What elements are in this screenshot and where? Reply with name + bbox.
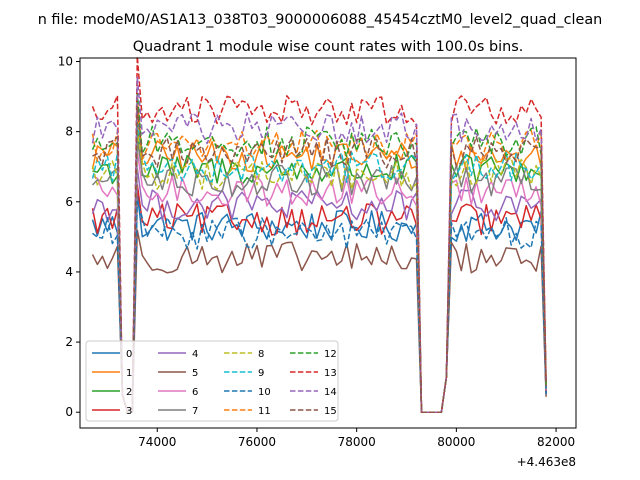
y-tick-label: 0 [65,405,73,419]
legend-label-2: 2 [126,387,132,398]
legend-label-0: 0 [126,349,132,360]
x-offset-label: +4.463e8 [517,455,576,469]
series-line-7 [91,138,547,413]
legend-label-9: 9 [258,368,264,379]
y-tick-label: 4 [65,265,73,279]
series-line-13 [91,55,547,413]
x-tick-label: 80000 [437,435,475,449]
series-line-5 [91,229,547,413]
plot-frame [79,57,577,429]
series-line-6 [92,150,547,413]
x-tick-label: 74000 [138,435,176,449]
series-line-12 [91,92,547,413]
y-tick-label: 10 [58,55,73,69]
y-tick-label: 8 [65,125,73,139]
x-tick-label: 76000 [238,435,276,449]
series-line-11 [91,96,547,413]
plot-lines [91,55,547,413]
series-line-9 [91,121,547,413]
legend-label-4: 4 [192,349,198,360]
legend-box [85,340,339,422]
legend-label-11: 11 [258,406,271,417]
x-tick-label: 82000 [537,435,575,449]
legend-label-13: 13 [324,368,337,379]
series-line-8 [91,130,547,413]
series-line-15 [92,105,547,413]
y-axis: 0 2 4 6 8 10 [58,55,80,419]
legend-label-8: 8 [258,349,264,360]
x-tick-label: 78000 [338,435,376,449]
series-line-3 [91,183,547,413]
legend-label-1: 1 [126,368,132,379]
series-line-14 [91,76,547,413]
legend-label-14: 14 [324,387,337,398]
legend-label-6: 6 [192,387,198,398]
legend-label-5: 5 [192,368,198,379]
legend-label-3: 3 [126,406,132,417]
legend-label-15: 15 [324,406,337,417]
series-line-0 [91,192,547,413]
legend-label-10: 10 [258,387,271,398]
figure-title: n file: modeM0/AS1A13_038T03_9000006088_… [38,12,603,28]
y-tick-label: 6 [65,195,73,209]
series-line-10 [92,200,547,413]
y-tick-label: 2 [65,335,73,349]
chart-title: Quadrant 1 module wise count rates with … [133,39,524,55]
legend-label-7: 7 [192,406,198,417]
legend-label-12: 12 [324,349,337,360]
x-axis: 74000 76000 78000 80000 82000 [138,428,575,449]
